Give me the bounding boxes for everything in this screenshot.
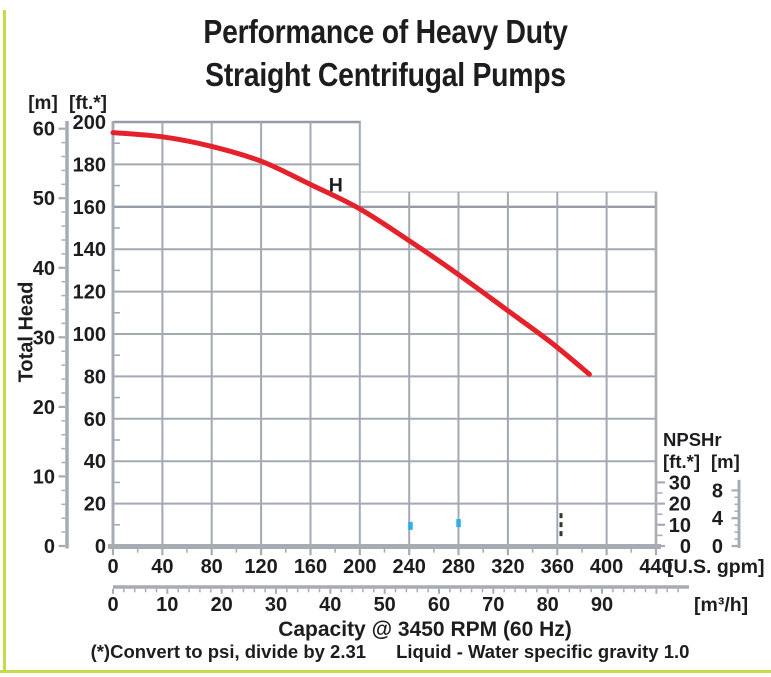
y-tick-label-m: 10 — [33, 466, 55, 488]
x-tick-label-gpm: 240 — [393, 556, 426, 578]
y-tick-label-ft: 140 — [73, 239, 106, 261]
x-tick-label-gpm: 200 — [343, 556, 376, 578]
y-tick-label-m: 40 — [33, 258, 55, 280]
x-tick-label-m3h: 30 — [265, 594, 287, 616]
x-tick-label-m3h: 70 — [482, 594, 504, 616]
left-axis-unit-m: [m] — [28, 93, 58, 114]
npshr-tick-label-m: 4 — [712, 508, 724, 530]
y-tick-label-ft: 180 — [73, 154, 106, 176]
y-tick-label-m: 30 — [33, 327, 55, 349]
x-tick-label-m3h: 60 — [428, 594, 450, 616]
x-tick-label-m3h: 0 — [107, 594, 118, 616]
x-tick-label-gpm: 320 — [491, 556, 524, 578]
x-tick-label-gpm: 0 — [107, 556, 118, 578]
x-tick-label-gpm: 280 — [442, 556, 475, 578]
y-tick-label-ft: 120 — [73, 282, 106, 304]
x-tick-label-gpm: 440 — [639, 556, 672, 578]
y-tick-label-ft: 160 — [73, 197, 106, 219]
footer-note-convert: (*)Convert to psi, divide by 2.31 — [90, 641, 367, 662]
npshr-tick-label-ft: 10 — [669, 515, 691, 537]
chart-title: Performance of Heavy Duty Straight Centr… — [0, 10, 771, 96]
npshr-axis-unit-m: [m] — [711, 451, 740, 472]
stray-mark-cyan — [456, 519, 461, 528]
x-tick-label-gpm: 120 — [244, 556, 277, 578]
y-tick-label-ft: 40 — [84, 451, 106, 473]
y-tick-label-m: 50 — [33, 188, 55, 210]
npshr-tick-label-ft: 20 — [669, 494, 691, 516]
x-tick-label-gpm: 40 — [151, 556, 173, 578]
x-tick-label-m3h: 40 — [319, 594, 341, 616]
left-axis-unit-ft: [ft.*] — [69, 93, 107, 114]
y-tick-label-ft: 100 — [73, 324, 106, 346]
x-tick-label-m3h: 20 — [211, 594, 233, 616]
x-axis-unit-gpm: [U.S. gpm] — [667, 556, 765, 578]
x-tick-label-gpm: 360 — [541, 556, 574, 578]
page-border-bottom — [0, 670, 771, 673]
npshr-title: NPSHr — [663, 429, 722, 450]
x-tick-label-gpm: 80 — [201, 556, 223, 578]
y-tick-label-ft: 20 — [84, 494, 106, 516]
npshr-tick-label-ft: 0 — [680, 536, 691, 558]
x-axis-caption: Capacity @ 3450 RPM (60 Hz) — [278, 618, 572, 641]
head-capacity-curve — [110, 130, 592, 377]
x-tick-label-m3h: 80 — [537, 594, 559, 616]
footer-note: (*)Convert to psi, divide by 2.31 Liquid … — [0, 641, 771, 663]
x-axis-unit-m3h: [m³/h] — [694, 594, 749, 616]
x-tick-label-gpm: 160 — [294, 556, 327, 578]
y-tick-label-ft: 60 — [84, 409, 106, 431]
curve-label-h: H — [329, 175, 343, 197]
y-tick-label-ft: 0 — [95, 536, 106, 558]
x-tick-label-m3h: 10 — [156, 594, 178, 616]
footer-note-liquid: Liquid - Water specific gravity 1.0 — [396, 641, 690, 662]
x-tick-label-gpm: 400 — [590, 556, 623, 578]
x-tick-label-m3h: 90 — [591, 594, 613, 616]
npshr-tick-label-ft: 30 — [669, 472, 691, 494]
y-tick-label-ft: 80 — [84, 366, 106, 388]
chart-title-line1: Performance of Heavy Duty — [203, 13, 568, 50]
y-tick-label-m: 20 — [33, 397, 55, 419]
y-tick-label-m: 0 — [44, 536, 55, 558]
chart-title-line2: Straight Centrifugal Pumps — [205, 56, 566, 93]
stray-mark-cyan — [408, 521, 413, 530]
npshr-axis-unit-ft: [ft.*] — [663, 451, 700, 472]
x-tick-label-m3h: 50 — [374, 594, 396, 616]
npshr-tick-label-m: 8 — [712, 480, 723, 502]
page-border-left — [3, 10, 6, 671]
y-tick-label-ft: 200 — [73, 112, 106, 134]
y-tick-label-m: 60 — [33, 119, 55, 141]
npshr-tick-label-m: 0 — [712, 536, 723, 558]
